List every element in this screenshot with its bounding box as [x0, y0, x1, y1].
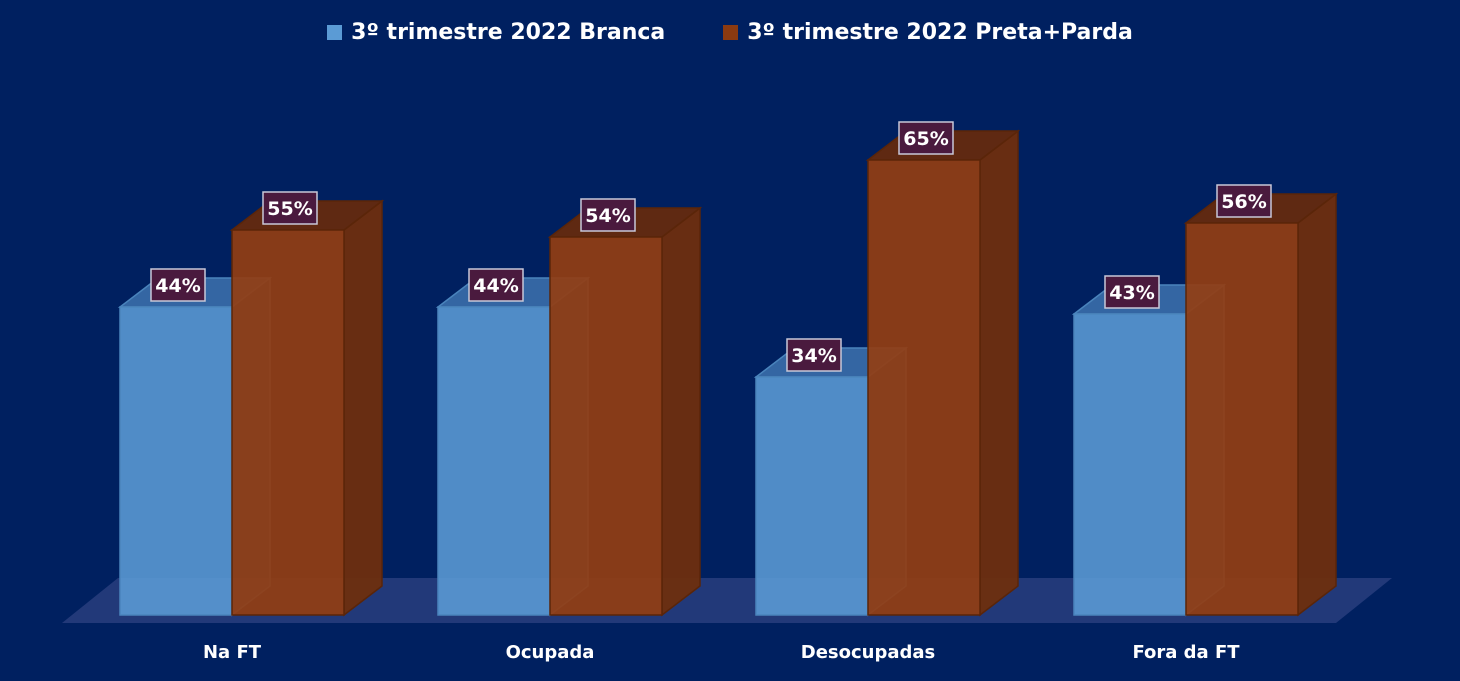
bar — [549, 236, 663, 616]
bar — [755, 376, 869, 616]
data-label: 65% — [903, 128, 948, 150]
data-label: 34% — [791, 345, 836, 367]
data-label: 55% — [267, 198, 312, 220]
data-label-box — [468, 268, 524, 302]
legend-swatch-preta-parda — [723, 25, 739, 40]
bar — [1073, 313, 1187, 616]
legend-item-branca: 3º trimestre 2022 Branca — [327, 20, 665, 45]
bar — [1185, 222, 1299, 616]
legend-label-branca: 3º trimestre 2022 Branca — [351, 20, 666, 45]
data-label-box — [786, 338, 842, 372]
data-label-box — [580, 198, 636, 232]
bar — [231, 229, 345, 616]
category-label: Fora da FT — [1132, 642, 1240, 663]
category-label: Desocupadas — [801, 642, 936, 663]
bar — [437, 306, 551, 616]
data-label-box — [262, 191, 318, 225]
data-label-box — [150, 268, 206, 302]
data-label-box — [1216, 184, 1272, 218]
data-label: 44% — [473, 275, 518, 297]
data-label: 43% — [1109, 282, 1154, 304]
bar-side-face — [1297, 192, 1337, 617]
bar — [119, 306, 233, 616]
data-label: 44% — [155, 275, 200, 297]
legend-swatch-branca — [327, 25, 343, 40]
legend-label-preta-parda: 3º trimestre 2022 Preta+Parda — [747, 20, 1133, 45]
category-label: Na FT — [203, 642, 262, 663]
category-label: Ocupada — [506, 642, 595, 663]
data-label-box — [898, 121, 954, 155]
bar-side-face — [343, 199, 383, 617]
chart-legend: 3º trimestre 2022 Branca 3º trimestre 20… — [0, 20, 1460, 45]
bar-side-face — [979, 129, 1019, 617]
bar — [867, 159, 981, 616]
chart-floor — [62, 578, 1392, 623]
data-label-box — [1104, 275, 1160, 309]
data-label: 54% — [585, 205, 630, 227]
legend-item-preta-parda: 3º trimestre 2022 Preta+Parda — [723, 20, 1133, 45]
bar-side-face — [661, 206, 701, 617]
data-label: 56% — [1221, 191, 1266, 213]
